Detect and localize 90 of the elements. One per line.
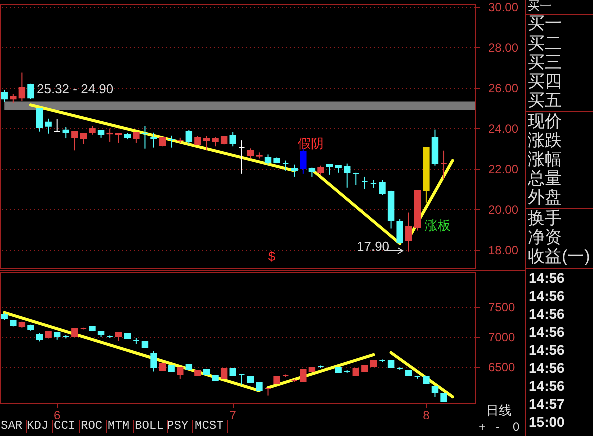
text: 外盘 <box>528 188 562 208</box>
text: 买一 <box>528 0 552 14</box>
text: 买四 <box>528 72 562 92</box>
candlestick <box>177 367 184 380</box>
annotation: $ <box>268 249 276 264</box>
candlestick <box>326 164 334 176</box>
candlestick <box>396 218 404 244</box>
text: 14:56 <box>529 270 565 286</box>
text: KDJ <box>27 419 53 434</box>
candlestick <box>45 118 52 134</box>
annotation: 17.90 <box>357 239 390 254</box>
text: 涨跌 <box>528 131 562 151</box>
text: 换手 <box>528 209 562 229</box>
text: 日线 <box>486 403 512 418</box>
text: 买三 <box>528 53 562 73</box>
text: MTM <box>108 419 134 434</box>
text: 14:56 <box>529 306 565 322</box>
text: 收益(一) <box>528 247 590 267</box>
candlestick <box>62 126 70 140</box>
candlestick <box>291 164 298 178</box>
band-label: 25.32 - 24.90 <box>37 82 114 97</box>
text: 买二 <box>528 34 562 54</box>
y-tick-label: 18.00 <box>488 243 519 258</box>
candlestick <box>362 176 368 190</box>
text: PSY <box>167 419 193 434</box>
text: BOLL <box>135 419 168 434</box>
text: 买五 <box>528 91 562 111</box>
candlestick <box>300 369 307 382</box>
candlestick <box>247 148 254 160</box>
candlestick <box>1 89 8 103</box>
candlestick <box>168 135 175 148</box>
candlestick <box>230 132 236 148</box>
candlestick <box>28 83 34 100</box>
candlestick <box>238 374 246 386</box>
candlestick <box>212 137 219 148</box>
candlestick <box>36 108 44 132</box>
candlestick <box>308 167 316 178</box>
candlestick <box>264 154 272 166</box>
text: 14:56 <box>529 288 565 304</box>
text: 14:56 <box>529 324 565 340</box>
text: 14:56 <box>529 360 565 376</box>
candlestick <box>432 386 439 398</box>
y-tick-label: 7000 <box>488 330 516 344</box>
candlestick <box>142 125 149 150</box>
candlestick <box>54 118 61 133</box>
candlestick <box>264 387 272 396</box>
y-tick-label: 28.00 <box>488 40 519 55</box>
text: 净资 <box>528 228 562 248</box>
y-tick-label: 7500 <box>488 300 516 314</box>
text: 买一 <box>528 14 562 34</box>
candlestick <box>238 140 246 174</box>
text: 15:00 <box>529 414 565 430</box>
annotation: 假阴 <box>298 136 324 151</box>
y-tick-label: 22.00 <box>488 162 519 176</box>
candlestick <box>379 180 386 196</box>
text: ROC <box>81 419 107 434</box>
y-tick-label: 20.00 <box>488 202 519 217</box>
candlestick <box>106 128 114 142</box>
text: 现价 <box>528 112 562 132</box>
text: 14:56 <box>529 378 565 394</box>
candlestick <box>150 350 158 372</box>
y-tick-label: 24.00 <box>488 122 519 136</box>
text: 0 <box>513 420 520 434</box>
text: CCI <box>54 419 80 434</box>
candlestick <box>72 130 78 152</box>
text: SAR <box>1 419 27 434</box>
candlestick <box>203 136 210 152</box>
candlestick <box>344 163 351 188</box>
candlestick <box>300 148 307 174</box>
candlestick <box>10 94 17 104</box>
candlestick <box>150 132 158 148</box>
text: 14:57 <box>529 396 565 412</box>
text: 总量 <box>528 169 562 189</box>
text: 14:56 <box>529 342 565 358</box>
text: - <box>496 420 500 434</box>
text: 涨幅 <box>528 150 562 170</box>
y-tick-label: 6500 <box>488 360 516 374</box>
candlestick <box>406 212 412 252</box>
y-tick-label: 30.00 <box>488 0 519 15</box>
annotation: 涨板 <box>425 218 451 233</box>
candlestick <box>352 172 360 186</box>
y-tick-label: 26.00 <box>488 81 519 96</box>
candlestick <box>18 72 26 102</box>
candlestick <box>318 165 324 176</box>
candlestick <box>220 368 228 380</box>
candlestick <box>282 160 290 172</box>
candlestick <box>186 130 193 146</box>
text: + <box>479 420 486 434</box>
candlestick <box>440 150 448 180</box>
text: MCST <box>195 419 228 434</box>
